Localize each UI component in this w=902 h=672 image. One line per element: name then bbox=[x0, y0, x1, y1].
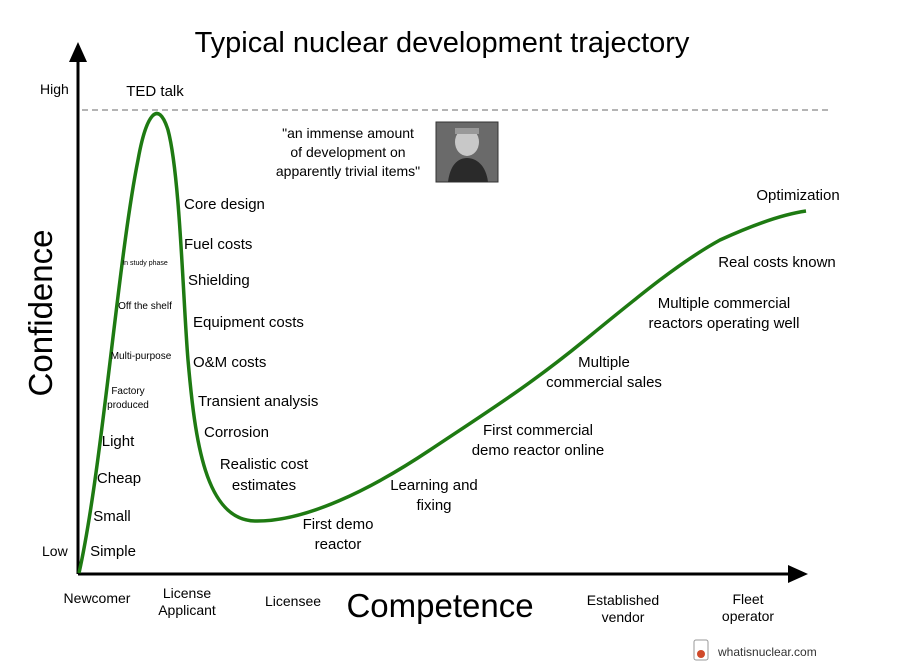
recovery-label-optimization: Optimization bbox=[756, 187, 839, 204]
peak-label: TED talk bbox=[126, 83, 184, 100]
recovery-label-first-demo: First demo reactor bbox=[303, 516, 374, 553]
falling-label-shielding: Shielding bbox=[188, 272, 250, 289]
x-axis-title: Competence bbox=[346, 587, 533, 624]
x-axis-arrow-icon bbox=[788, 565, 808, 583]
rising-label-small: Small bbox=[93, 508, 131, 525]
falling-label-om-costs: O&M costs bbox=[193, 354, 266, 371]
rising-label-cheap: Cheap bbox=[97, 470, 141, 487]
rising-label-factory-produced: Factory produced bbox=[107, 386, 149, 411]
stage-fleet-operator: Fleet operator bbox=[722, 591, 774, 624]
portrait-image bbox=[435, 121, 499, 183]
recovery-label-learning: Learning and fixing bbox=[390, 477, 478, 514]
atom-icon bbox=[697, 650, 705, 658]
quote-text: "an immense amount of development on appar… bbox=[276, 125, 420, 179]
y-low-label: Low bbox=[42, 543, 69, 559]
y-high-label: High bbox=[40, 81, 69, 97]
diagram-title: Typical nuclear development trajectory bbox=[195, 27, 690, 59]
stage-established-vendor: Established vendor bbox=[587, 592, 659, 625]
stage-licensee: Licensee bbox=[265, 593, 321, 609]
falling-label-core-design: Core design bbox=[184, 196, 265, 213]
y-axis-title: Confidence bbox=[22, 230, 59, 397]
rising-label-study-phase: In study phase bbox=[122, 260, 168, 267]
falling-label-transient-analysis: Transient analysis bbox=[198, 393, 318, 410]
stage-newcomer: Newcomer bbox=[64, 590, 131, 606]
rising-label-light: Light bbox=[102, 433, 135, 450]
y-axis-arrow-icon bbox=[69, 42, 87, 62]
falling-label-equipment-costs: Equipment costs bbox=[193, 314, 304, 331]
recovery-label-first-commercial: First commercial demo reactor online bbox=[472, 422, 605, 459]
recovery-label-real-costs: Real costs known bbox=[718, 254, 836, 271]
rising-label-multi-purpose: Multi-purpose bbox=[111, 351, 172, 362]
stage-license-applicant: License Applicant bbox=[158, 585, 216, 618]
brand-logo: whatisnuclear.com bbox=[693, 639, 817, 661]
recovery-label-multiple-sales: Multiple commercial sales bbox=[546, 354, 662, 391]
recovery-label-operating-well: Multiple commercial reactors operating we… bbox=[649, 295, 800, 332]
confidence-curve bbox=[77, 111, 807, 574]
falling-label-fuel-costs: Fuel costs bbox=[184, 236, 252, 253]
falling-label-realistic-cost: Realistic cost estimates bbox=[220, 456, 309, 494]
falling-label-corrosion: Corrosion bbox=[204, 424, 269, 441]
brand-text: whatisnuclear.com bbox=[717, 645, 817, 659]
rising-label-off-shelf: Off the shelf bbox=[118, 301, 172, 312]
rising-label-simple: Simple bbox=[90, 543, 136, 560]
